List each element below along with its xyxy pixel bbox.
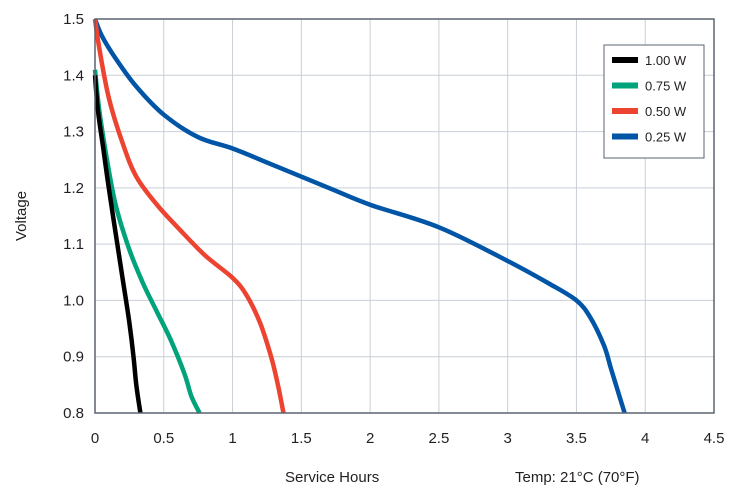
y-tick-label: 1.5 [63, 11, 84, 28]
y-tick-label: 1.2 [63, 180, 84, 197]
x-tick-label: 3.5 [566, 430, 587, 447]
x-tick-label: 1 [228, 430, 236, 447]
y-tick-label: 0.9 [63, 349, 84, 366]
y-tick-label: 0.8 [63, 405, 84, 422]
legend-label: 1.00 W [645, 53, 687, 68]
legend: 1.00 W 0.75 W 0.50 W 0.25 W [603, 44, 705, 159]
legend-label: 0.75 W [645, 79, 687, 94]
x-tick-label: 0.5 [153, 430, 174, 447]
series-line-0-50-w [92, 18, 286, 414]
x-tick-label: 3 [503, 430, 511, 447]
x-tick-label: 4 [641, 430, 649, 447]
series-line-1-00-w [92, 75, 143, 414]
legend-label: 0.25 W [645, 130, 687, 145]
legend-label: 0.50 W [645, 104, 687, 119]
series-line-0-25-w [92, 18, 627, 414]
temperature-note: Temp: 21°C (70°F) [515, 469, 640, 486]
x-tick-label: 4.5 [704, 430, 725, 447]
y-tick-label: 1.4 [63, 67, 84, 84]
x-tick-labels: 0 0.5 1 1.5 2 2.5 3 3.5 4 4.5 [91, 430, 725, 447]
series-lines [92, 18, 627, 414]
y-axis-title: Voltage [13, 191, 30, 241]
y-tick-label: 1.3 [63, 124, 84, 141]
y-tick-label: 1.0 [63, 292, 84, 309]
x-tick-label: 0 [91, 430, 99, 447]
plot-border [94, 18, 715, 414]
y-tick-label: 1.1 [63, 236, 84, 253]
y-tick-labels: 0.8 0.9 1.0 1.1 1.2 1.3 1.4 1.5 [63, 11, 84, 422]
x-tick-label: 2.5 [428, 430, 449, 447]
x-axis-title: Service Hours [285, 469, 380, 486]
x-tick-label: 1.5 [291, 430, 312, 447]
x-tick-label: 2 [366, 430, 374, 447]
